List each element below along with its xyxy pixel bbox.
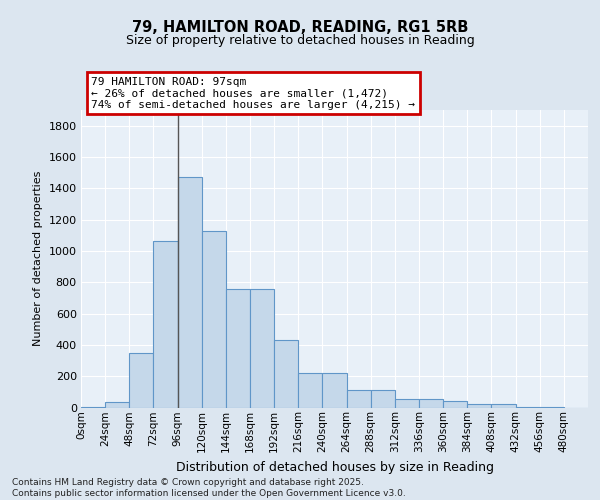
Bar: [298, 373, 322, 408]
Bar: [467, 404, 491, 407]
Bar: [274, 340, 298, 407]
Bar: [129, 352, 154, 408]
Bar: [443, 401, 467, 407]
Bar: [347, 390, 371, 407]
Bar: [154, 240, 178, 408]
Bar: [515, 406, 540, 408]
Bar: [105, 402, 129, 407]
Bar: [81, 406, 105, 408]
Bar: [371, 390, 395, 407]
Text: 79 HAMILTON ROAD: 97sqm
← 26% of detached houses are smaller (1,472)
74% of semi: 79 HAMILTON ROAD: 97sqm ← 26% of detache…: [91, 77, 415, 110]
Bar: [419, 399, 443, 407]
Bar: [540, 406, 564, 408]
Y-axis label: Number of detached properties: Number of detached properties: [33, 171, 43, 346]
Text: Size of property relative to detached houses in Reading: Size of property relative to detached ho…: [125, 34, 475, 47]
Bar: [395, 399, 419, 407]
X-axis label: Distribution of detached houses by size in Reading: Distribution of detached houses by size …: [176, 460, 493, 473]
Bar: [491, 404, 515, 407]
Text: 79, HAMILTON ROAD, READING, RG1 5RB: 79, HAMILTON ROAD, READING, RG1 5RB: [132, 20, 468, 35]
Bar: [202, 230, 226, 408]
Bar: [322, 373, 347, 408]
Text: Contains HM Land Registry data © Crown copyright and database right 2025.
Contai: Contains HM Land Registry data © Crown c…: [12, 478, 406, 498]
Bar: [226, 288, 250, 408]
Bar: [178, 177, 202, 408]
Bar: [250, 288, 274, 408]
